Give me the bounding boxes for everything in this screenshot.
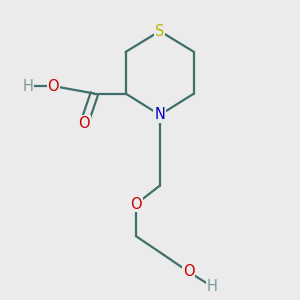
Text: S: S xyxy=(155,24,164,39)
Text: O: O xyxy=(78,116,90,131)
Text: H: H xyxy=(23,79,34,94)
Text: N: N xyxy=(154,107,165,122)
Text: O: O xyxy=(183,264,194,279)
Text: O: O xyxy=(130,196,142,211)
Text: H: H xyxy=(207,279,218,294)
Text: O: O xyxy=(48,79,59,94)
